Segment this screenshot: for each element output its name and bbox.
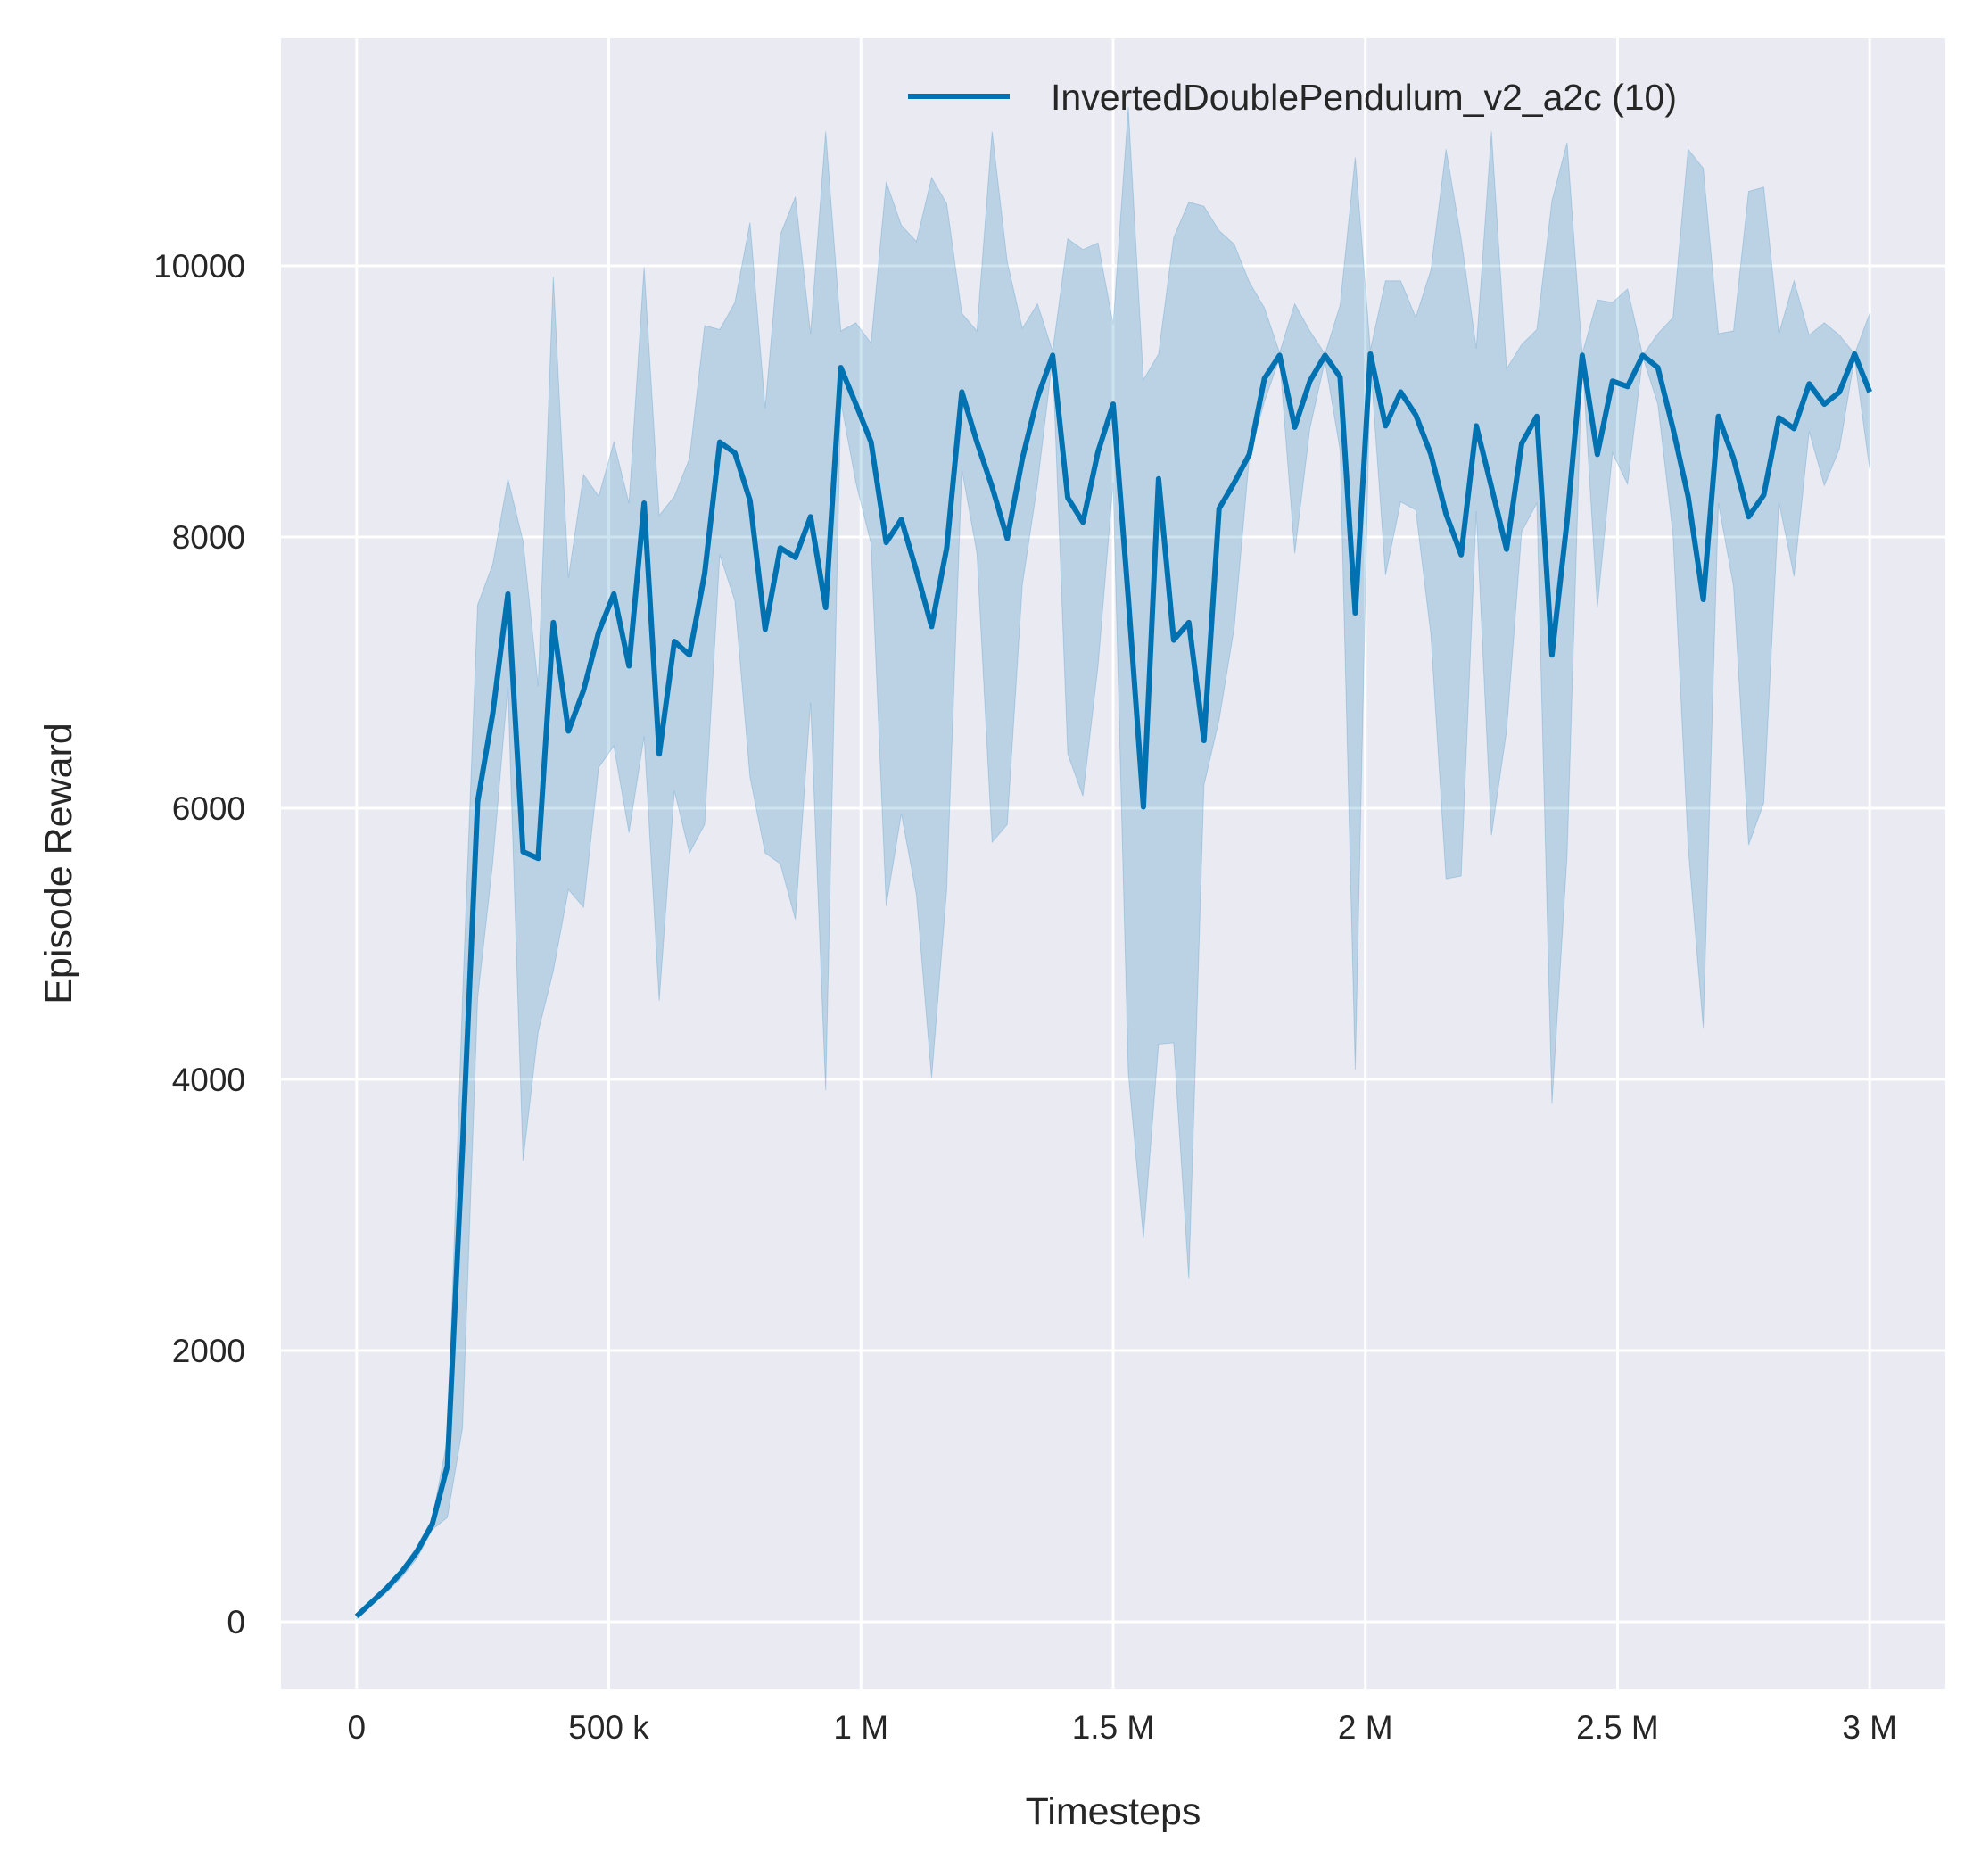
y-tick-label: 0 xyxy=(227,1604,245,1640)
x-tick-label: 1.5 M xyxy=(1072,1709,1155,1746)
legend-label: InvertedDoublePendulum_v2_a2c (10) xyxy=(1051,77,1677,118)
y-tick-label: 10000 xyxy=(153,248,245,285)
mean-line xyxy=(354,351,1872,1619)
x-tick-label: 500 k xyxy=(568,1709,649,1746)
x-tick-label: 2 M xyxy=(1338,1709,1393,1746)
y-tick-label: 8000 xyxy=(172,519,245,556)
y-tick-label: 2000 xyxy=(172,1333,245,1369)
x-tick-label: 2.5 M xyxy=(1576,1709,1659,1746)
x-tick-label: 0 xyxy=(348,1709,367,1746)
tick-labels: 0 500 k 1 M 1.5 M 2 M 2.5 M 3 M 0 2000 4000 6000 80… xyxy=(153,248,1897,1746)
y-axis-label: Episode Reward xyxy=(37,723,80,1004)
x-tick-label: 1 M xyxy=(833,1709,888,1746)
y-tick-label: 6000 xyxy=(172,790,245,827)
legend: InvertedDoublePendulum_v2_a2c (10) xyxy=(908,77,1677,118)
x-tick-label: 3 M xyxy=(1842,1709,1897,1746)
grid xyxy=(281,38,1945,1689)
y-tick-label: 4000 xyxy=(172,1062,245,1098)
x-axis-label: Timesteps xyxy=(1026,1790,1201,1833)
